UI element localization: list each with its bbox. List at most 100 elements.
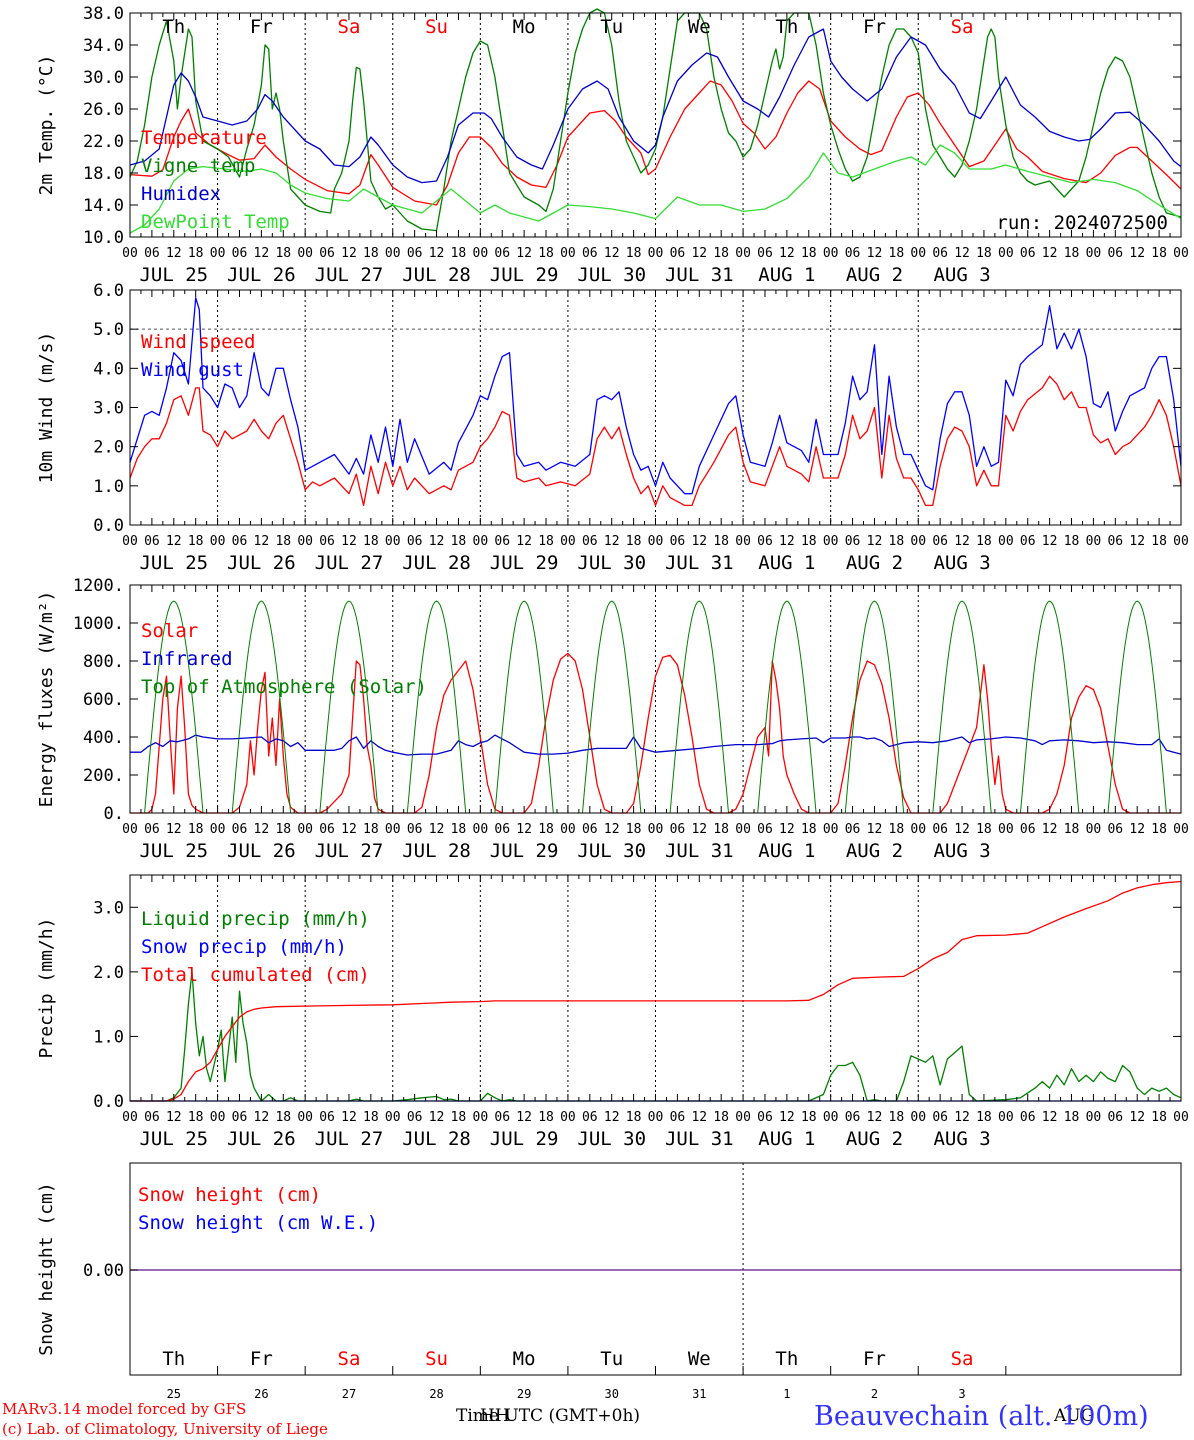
hour-tick-label: 06 [845,822,861,837]
date-label: JUL 29 [490,552,559,574]
date-label: JUL 25 [139,840,208,862]
hour-tick-label: 18 [1151,534,1167,549]
weekday-label: We [688,1348,711,1370]
hour-tick-label: 18 [976,822,992,837]
date-label: AUG 2 [846,264,903,286]
series-line-temperature [129,80,1182,206]
series-line-wind-gust [129,297,1182,495]
weekday-label: Th [162,16,185,38]
weekday-label: Tu [600,1348,623,1370]
hour-tick-label: 18 [976,246,992,261]
date-label: JUL 27 [315,1128,384,1150]
hour-tick-label: 18 [1151,246,1167,261]
hour-tick-label: 12 [516,822,532,837]
day-number-label: 26 [254,1387,268,1401]
hour-tick-label: 12 [254,1110,270,1125]
hour-tick-label: 00 [473,534,489,549]
frames-layer [129,12,1182,1376]
weekday-label: Th [162,1348,185,1370]
y-tick-label: 34.0 [83,36,124,56]
hour-tick-label: 06 [670,1110,686,1125]
hour-tick-label: 06 [1107,246,1123,261]
y-axis-label: 2m Temp. (°C) [36,55,57,196]
hour-tick-label: 18 [538,534,554,549]
hour-tick-label: 00 [735,534,751,549]
hour-tick-label: 06 [757,1110,773,1125]
date-label: JUL 29 [490,1128,559,1150]
hour-tick-label: 06 [582,1110,598,1125]
date-label: JUL 25 [139,552,208,574]
date-label: AUG 3 [933,264,990,286]
hour-tick-label: 18 [1151,1110,1167,1125]
hour-tick-label: 18 [1064,534,1080,549]
hour-tick-label: 00 [1173,822,1189,837]
y-tick-label: 0. [104,804,124,824]
hour-tick-label: 12 [954,534,970,549]
hour-tick-label: 12 [1129,822,1145,837]
hour-tick-label: 06 [1107,534,1123,549]
hour-tick-label: 00 [1086,1110,1102,1125]
weekday-label: Fr [863,1348,886,1370]
weekday-label: We [688,16,711,38]
y-tick-label: 1.0 [93,477,124,497]
hour-tick-label: 06 [1107,1110,1123,1125]
hour-tick-label: 18 [713,1110,729,1125]
day-number-label: 28 [429,1387,443,1401]
y-axis-label: 10m Wind (m/s) [36,332,57,484]
weekday-label: Tu [600,16,623,38]
hour-tick-label: 00 [122,822,138,837]
y-tick-label: 2.0 [93,963,124,983]
hour-tick-label: 12 [954,822,970,837]
hour-tick-label: 18 [626,1110,642,1125]
hour-tick-label: 12 [341,822,357,837]
hour-tick-label: 00 [473,1110,489,1125]
date-label: JUL 29 [490,840,559,862]
hour-tick-label: 00 [910,822,926,837]
credit-line-1: MARv3.14 model forced by GFS [2,1400,247,1418]
date-label: AUG 3 [933,1128,990,1150]
hour-tick-label: 00 [297,246,313,261]
hour-tick-label: 06 [319,534,335,549]
hour-tick-label: 12 [1042,822,1058,837]
hour-tick-label: 18 [451,246,467,261]
hour-tick-label: 06 [932,1110,948,1125]
hour-tick-label: 18 [451,822,467,837]
hour-tick-label: 06 [494,1110,510,1125]
hour-tick-label: 18 [801,534,817,549]
overlap-aug-label: AUG [1054,1406,1095,1426]
day-number-label: 31 [692,1387,706,1401]
day-number-label: 1 [783,1387,790,1401]
hour-tick-label: 00 [473,246,489,261]
hour-tick-label: 00 [1173,534,1189,549]
hour-tick-label: 00 [998,822,1014,837]
hour-tick-label: 06 [1107,822,1123,837]
hour-tick-label: 18 [976,1110,992,1125]
date-label: AUG 1 [758,552,815,574]
hour-tick-label: 12 [691,246,707,261]
y-tick-label: 400. [83,728,124,748]
series-line-total-cumulated-cm- [130,880,1182,1102]
weekday-label: Su [425,16,448,38]
hour-tick-label: 00 [560,1110,576,1125]
y-tick-label: 4.0 [93,359,124,379]
date-label: JUL 28 [402,1128,471,1150]
hour-tick-label: 06 [144,534,160,549]
weekday-label: Fr [250,16,273,38]
date-label: JUL 27 [315,264,384,286]
hour-tick-label: 06 [670,822,686,837]
hour-tick-label: 18 [713,822,729,837]
hour-tick-label: 00 [297,1110,313,1125]
hour-tick-label: 12 [166,1110,182,1125]
legend-entry: Wind gust [141,359,244,381]
y-tick-label: 0.0 [93,1092,124,1112]
day-number-label: 3 [958,1387,965,1401]
y-tick-label: 1000. [73,614,124,634]
hour-tick-label: 00 [122,246,138,261]
y-tick-label: 0.00 [83,1261,124,1281]
y-tick-label: 1.0 [93,1027,124,1047]
date-label: AUG 2 [846,552,903,574]
series-line-dewpoint-temp [129,144,1182,234]
date-label: AUG 1 [758,264,815,286]
hour-tick-label: 18 [275,1110,291,1125]
legend-entry: Vigne temp [141,155,255,177]
